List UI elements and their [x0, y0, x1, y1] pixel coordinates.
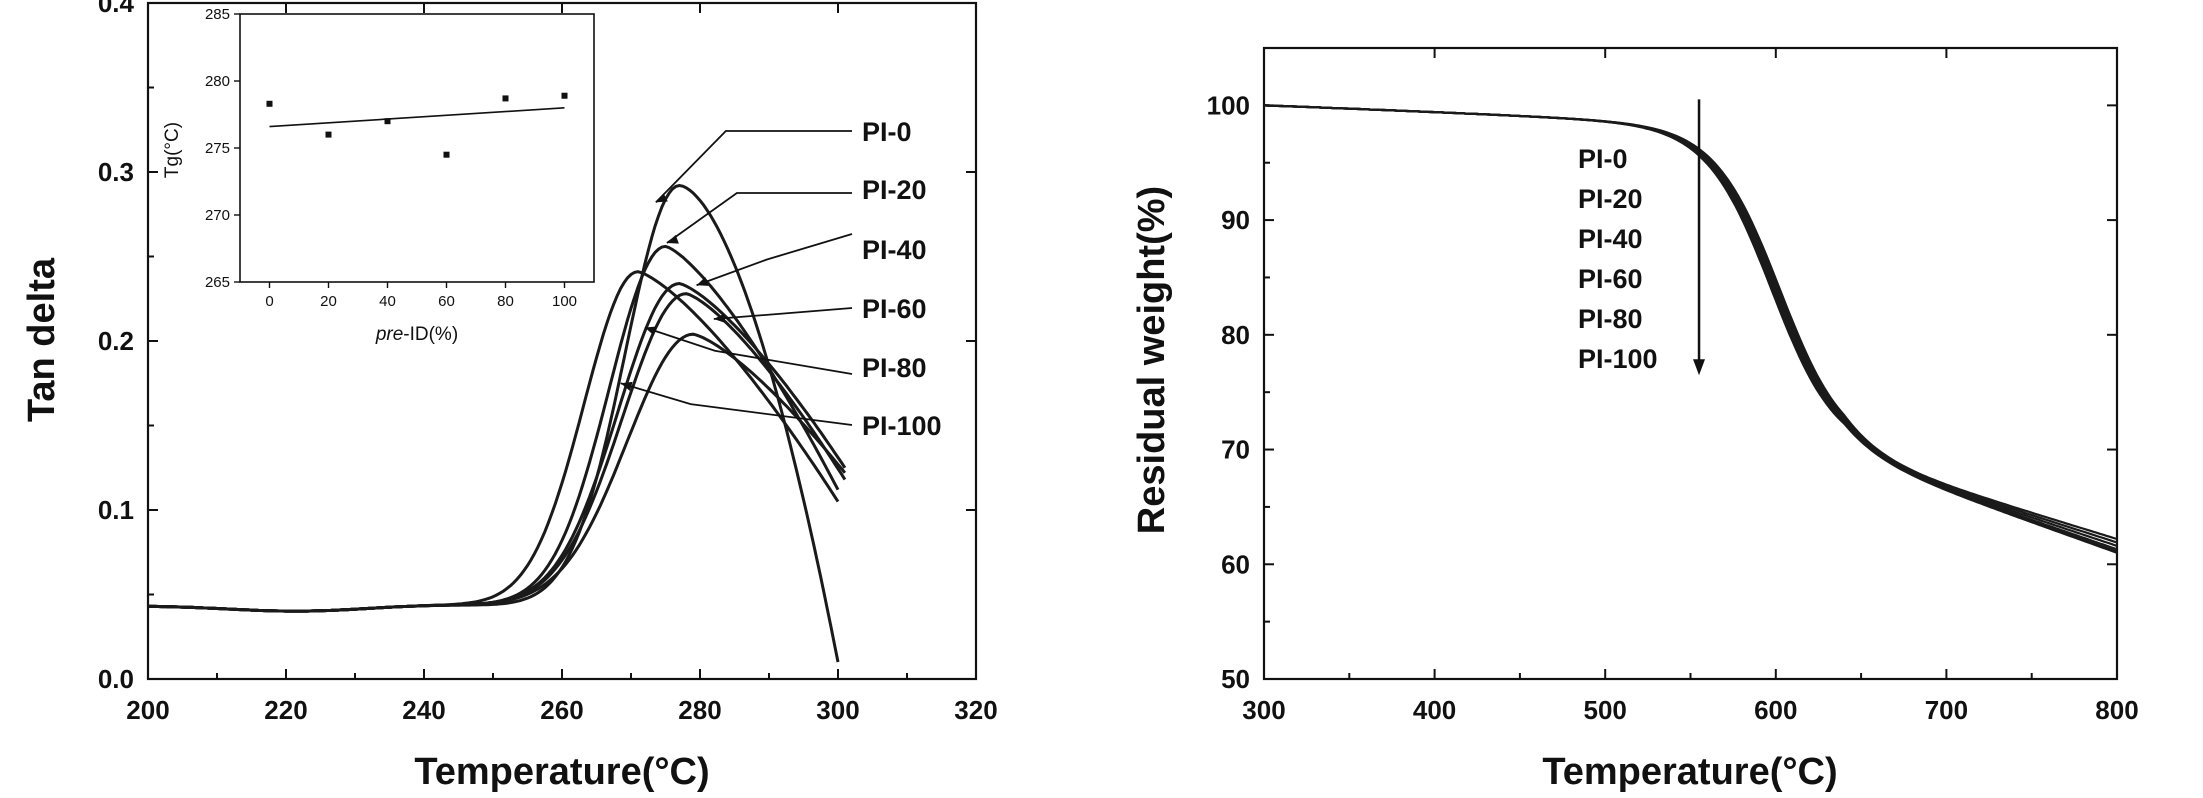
dma-x-tick-label: 200: [126, 695, 169, 725]
tga-x-axis-title: Temperature(°C): [1542, 751, 1837, 793]
tga-y-tick-label: 60: [1221, 549, 1250, 579]
inset-x-tick-label: 0: [265, 293, 273, 310]
inset-fit-line: [269, 107, 565, 128]
dma-x-axis-title: Temperature(°C): [414, 751, 709, 793]
dma-x-tick-label: 220: [264, 695, 307, 725]
tg-inset-plot: 0 20 40 60 80 100 265 270 275 280 285 Tg(°C) pre-I…: [162, 6, 595, 345]
dma-leader-lines: [620, 130, 853, 426]
dma-legend-pi-60: PI-60: [862, 294, 927, 324]
inset-y-axis-title: Tg(°C): [162, 122, 183, 178]
inset-x-tick-label: 20: [320, 293, 337, 310]
tga-x-tick-label: 500: [1584, 695, 1627, 725]
inset-y-tick-label: 280: [205, 73, 230, 90]
tga-arrow: [1693, 99, 1706, 376]
dma-y-axis-title: Tan delta: [21, 257, 63, 422]
tga-y-tick-label: 70: [1221, 435, 1250, 465]
dma-x-tick-label: 240: [402, 695, 445, 725]
dma-leader-line: [644, 326, 853, 375]
tga-curve-pi-100: [1263, 104, 2118, 554]
tga-legend-pi-100: PI-100: [1578, 344, 1658, 374]
tga-curves: [1263, 104, 2118, 554]
inset-x-axis-title: pre-ID(%): [375, 324, 458, 345]
dma-leader-line: [696, 233, 853, 287]
tga-x-tick-label: 400: [1413, 695, 1456, 725]
dma-y-tick-label: 0.1: [98, 495, 134, 525]
dma-legend-pi-100: PI-100: [862, 411, 942, 441]
tga-x-tick-label: 800: [2095, 695, 2138, 725]
tga-legend-pi-40: PI-40: [1578, 224, 1643, 254]
inset-point: [502, 95, 509, 102]
inset-point: [325, 131, 332, 138]
dma-leader-arrowhead: [696, 277, 709, 286]
dma-y-tick-label: 0.2: [98, 326, 134, 356]
inset-x-tick-label: 100: [552, 293, 577, 310]
tga-chart: 300 400 500 600 700 800 50 60 70 80 90 100 PI-0 PI-2…: [1131, 46, 2139, 793]
inset-y-tick-label: 265: [205, 274, 230, 291]
tga-legend-pi-0: PI-0: [1578, 144, 1628, 174]
dma-leader-line: [666, 192, 852, 244]
dma-x-tick-label: 280: [678, 695, 721, 725]
tga-y-tick-label: 80: [1221, 320, 1250, 350]
inset-y-tick-label: 275: [205, 140, 230, 157]
inset-point: [561, 92, 568, 99]
tga-arrow-head: [1693, 359, 1706, 376]
tga-x-tick-label: 600: [1754, 695, 1797, 725]
inset-point: [384, 118, 391, 125]
inset-point: [443, 151, 450, 158]
inset-points: [266, 92, 568, 158]
dma-legend-pi-80: PI-80: [862, 353, 927, 383]
inset-x-tick-label: 60: [438, 293, 455, 310]
dma-leader-arrowhead: [655, 193, 668, 203]
tga-legend-pi-60: PI-60: [1578, 264, 1643, 294]
tga-legend: PI-0 PI-20 PI-40 PI-60 PI-80 PI-100: [1578, 144, 1658, 374]
dma-y-tick-label: 0.4: [98, 0, 135, 18]
dma-y-tick-label: 0.0: [98, 664, 134, 694]
inset-x-title-rest: -ID(%): [403, 324, 458, 345]
dma-curves: [147, 183, 847, 663]
dma-leader-line: [655, 130, 852, 204]
inset-x-tick-label: 80: [497, 293, 514, 310]
dma-leader-arrowhead: [713, 313, 726, 323]
tga-legend-pi-20: PI-20: [1578, 184, 1643, 214]
dma-leader-line: [713, 307, 853, 320]
tga-y-axis-title: Residual weight(%): [1131, 186, 1173, 534]
dma-leader-arrowhead: [666, 234, 679, 244]
dma-leader-arrowhead: [620, 381, 633, 391]
dma-y-tick-label: 0.3: [98, 157, 134, 187]
tga-y-tick-label: 50: [1221, 664, 1250, 694]
tga-x-tick-label: 700: [1925, 695, 1968, 725]
inset-y-tick-label: 285: [205, 6, 230, 23]
inset-point: [266, 100, 273, 107]
dma-x-tick-label: 320: [954, 695, 997, 725]
inset-x-tick-label: 40: [379, 293, 396, 310]
dma-legend-pi-40: PI-40: [862, 235, 927, 265]
dma-legend-pi-20: PI-20: [862, 175, 927, 205]
tga-legend-pi-80: PI-80: [1578, 304, 1643, 334]
dma-leader-line: [620, 382, 853, 426]
tga-y-tick-label: 90: [1221, 205, 1250, 235]
dma-legend-pi-0: PI-0: [862, 117, 912, 147]
tga-y-tick-label: 100: [1207, 90, 1250, 120]
inset-y-tick-label: 270: [205, 207, 230, 224]
tga-ticks: 300 400 500 600 700 800 50 60 70 80 90 100: [1207, 48, 2139, 725]
dma-x-tick-label: 260: [540, 695, 583, 725]
dma-leader-arrowhead: [644, 326, 657, 336]
dma-legend: PI-0 PI-20 PI-40 PI-60 PI-80 PI-100: [862, 117, 942, 441]
dma-x-tick-label: 300: [816, 695, 859, 725]
inset-ticks: 0 20 40 60 80 100 265 270 275 280 285: [205, 6, 577, 310]
tga-x-tick-label: 300: [1242, 695, 1285, 725]
inset-x-title-italic: pre: [375, 324, 403, 345]
